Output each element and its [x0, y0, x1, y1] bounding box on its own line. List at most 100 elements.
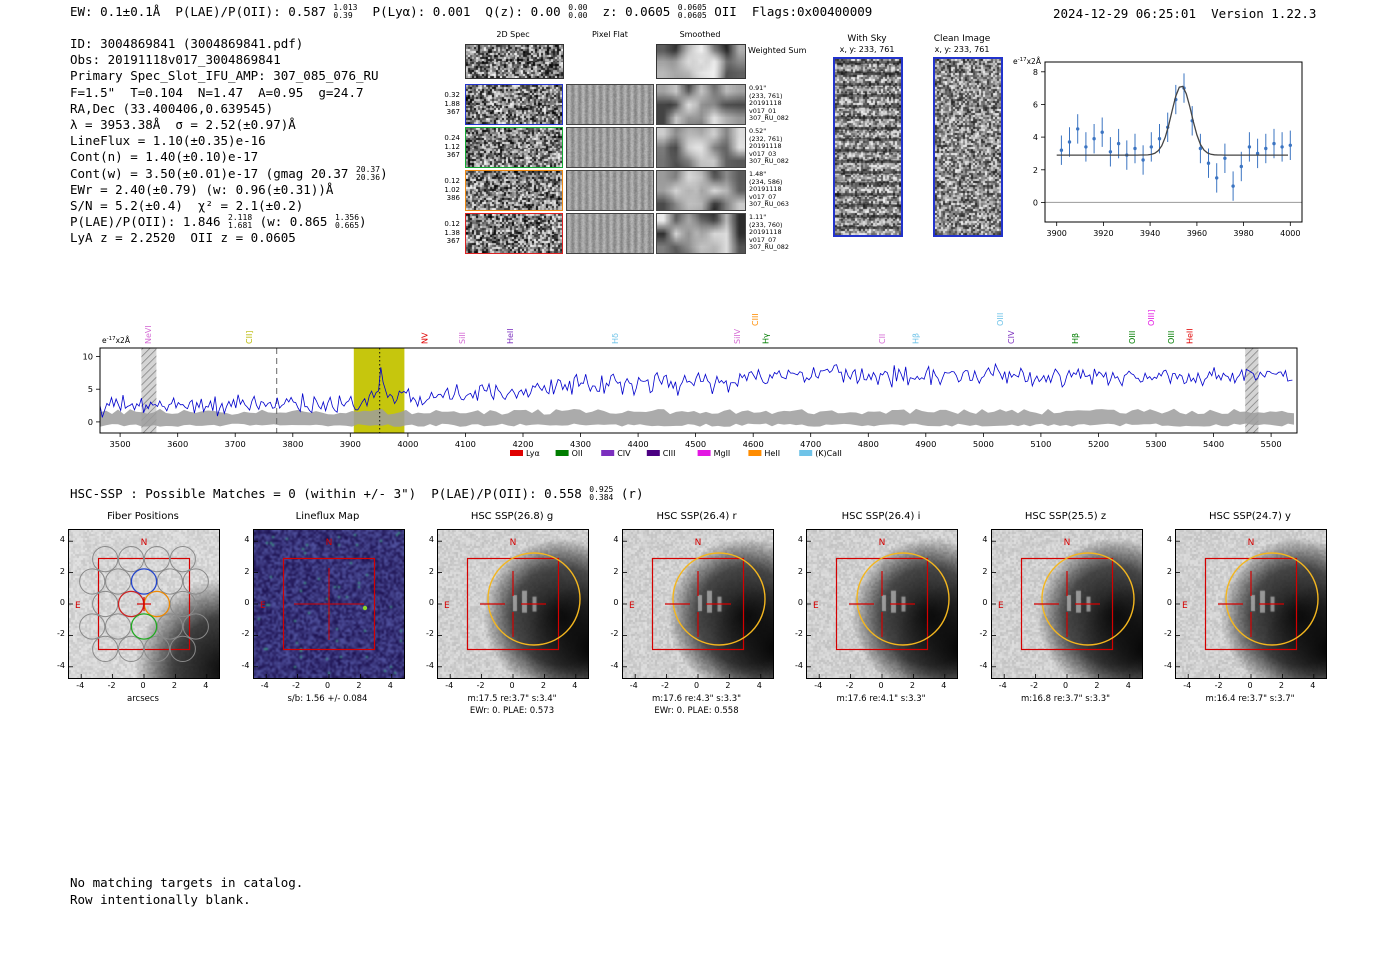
row-left-labels: 0.12 1.38 367 — [430, 220, 460, 246]
cutout-title: HSC SSP(26.8) g — [470, 511, 554, 522]
y-tick-label: 2 — [244, 566, 250, 576]
x-tick-label: -4 — [76, 681, 85, 690]
svg-text:OIII]: OIII] — [1147, 310, 1156, 327]
y-tick-label: -4 — [610, 660, 619, 670]
row-pixelflat-image — [567, 128, 653, 167]
cutout-overlay: NE — [807, 538, 950, 678]
x-tick-label: 2 — [1278, 681, 1284, 690]
y-tick-label: 4 — [428, 535, 434, 545]
text-segment: (w: 0.865 — [252, 214, 335, 230]
y-tick-label: 0 — [797, 598, 803, 607]
cutout-title: Lineflux Map — [295, 511, 360, 522]
row-left-label: 367 — [446, 151, 460, 160]
y-tick-label: -4 — [57, 660, 65, 670]
info-line: P(LAE)/P(OII): 1.846 2.118 1.681 (w: 0.86… — [70, 214, 388, 230]
x-tick-label: 4 — [572, 681, 578, 690]
y-tick-label: 0 — [59, 598, 65, 607]
col-title-smoothed: Smoothed — [679, 30, 721, 39]
svg-text:Hβ: Hβ — [1071, 333, 1080, 344]
svg-text:4100: 4100 — [455, 439, 476, 449]
y-tick-label: 2 — [59, 566, 65, 576]
text-segment: ID: 3004869841 (3004869841.pdf) — [70, 36, 304, 51]
row-left-label: 0.24 — [444, 134, 460, 142]
weighted-2dspec-image-frame — [465, 44, 564, 79]
y-tick-label: -4 — [979, 660, 988, 670]
cutout-panel-hsc-5: HSC SSP(25.5) z N E -4 -4 -2 -2 0 0 2 2 4 4 m:16.8 re… — [969, 505, 1163, 723]
row-right-label: v017_03 — [749, 149, 777, 158]
cutout-panel-lineflux: Lineflux Map N E -4 -4 -2 -2 0 0 2 2 4 4 s/b: 1.56 +/… — [231, 505, 425, 723]
svg-text:4: 4 — [1033, 133, 1038, 142]
row-right-labels: 0.91" (233, 761) 20191118 v017_01 307_RU_082 — [749, 84, 829, 123]
svg-text:4300: 4300 — [570, 439, 591, 449]
row-smoothed-image-frame — [656, 84, 746, 125]
row-pixelflat-image-frame — [566, 170, 654, 211]
x-tick-label: 4 — [1310, 681, 1316, 690]
svg-text:5400: 5400 — [1203, 439, 1224, 449]
cutout-xlabel: arcsecs — [127, 694, 159, 704]
svg-text:CIII: CIII — [751, 313, 760, 326]
stacked-fraction: 1.013 0.39 — [333, 3, 358, 20]
x-tick-label: 4 — [941, 681, 947, 690]
line-fit-plot-container: 3900 3920 3940 3960 3980 4000 0 2 4 6 8 e-17x2Å — [1010, 48, 1330, 243]
row-smoothed-image-frame — [656, 213, 746, 254]
row-left-label: 1.38 — [444, 228, 460, 237]
svg-text:OIII: OIII — [996, 313, 1005, 326]
x-tick-label: 0 — [324, 681, 331, 690]
x-tick-label: 0 — [509, 681, 515, 690]
x-tick-label: -2 — [107, 681, 116, 690]
svg-text:CIV: CIV — [617, 449, 631, 458]
row-2dspec-image — [466, 171, 562, 210]
row-smoothed-image — [657, 214, 745, 253]
weighted-smoothed-image-frame — [656, 44, 746, 79]
svg-text:3980: 3980 — [1233, 229, 1253, 238]
text-segment: Cont(w) = 3.50(±0.01)e-17 (gmag 20.37 — [70, 165, 356, 181]
y-tick-label: -2 — [241, 629, 250, 639]
row-left-label: 367 — [446, 108, 460, 117]
svg-text:10: 10 — [82, 352, 93, 362]
cutout-xlabel: m:17.6 re:4.1" s:3.3" — [836, 694, 926, 704]
row-2dspec-image — [466, 128, 562, 167]
catalog-matches-line: HSC-SSP : Possible Matches = 0 (within +… — [70, 486, 643, 502]
y-tick-label: -2 — [610, 629, 619, 639]
y-tick-label: 0 — [613, 598, 619, 607]
cutout-overlay: NE — [438, 538, 581, 678]
row-right-label: (232, 761) — [749, 134, 783, 143]
row-right-label: 307_RU_082 — [749, 114, 789, 122]
sky-panel-title: With Sky — [847, 34, 887, 44]
y-tick-label: -2 — [426, 629, 434, 639]
x-tick-label: 4 — [387, 681, 393, 690]
footer-notes: No matching targets in catalog. Row inte… — [70, 875, 303, 908]
cutout-overlay: NE — [69, 538, 209, 678]
footer-note-2: Row intentionally blank. — [70, 891, 251, 907]
row-left-label: 1.12 — [444, 142, 460, 151]
report-version: Version 1.22.3 — [1211, 6, 1317, 21]
text-segment: ) — [380, 165, 388, 181]
cutout-overlay: NE — [991, 538, 1135, 678]
x-tick-label: 2 — [540, 681, 546, 690]
x-tick-label: 0 — [878, 681, 884, 690]
y-tick-label: -2 — [795, 629, 803, 639]
cutout-xlabel: m:17.6 re:4.3" s:3.3" — [651, 694, 742, 704]
info-line: EWr = 2.40(±0.79) (w: 0.96(±0.31))Å — [70, 182, 388, 198]
row-2dspec-image-frame — [465, 84, 563, 125]
svg-text:NV: NV — [421, 332, 430, 344]
svg-text:4000: 4000 — [1280, 229, 1300, 238]
y-tick-label: 0 — [428, 598, 434, 607]
row-pixelflat-image-frame — [566, 127, 654, 168]
full-spectrum-plot: 3500 3600 3700 3800 3900 4000 4100 4200 4300 4400… — [82, 310, 1298, 458]
text-segment: P(LAE)/P(OII): 1.846 — [70, 214, 229, 230]
svg-text:HeII: HeII — [764, 449, 780, 458]
stacked-fraction: 0.925 0.384 — [589, 485, 614, 502]
cutout-xlabel: m:17.5 re:3.7" s:3.4" — [467, 694, 557, 704]
y-tick-label: 4 — [59, 535, 65, 545]
svg-text:3900: 3900 — [340, 439, 361, 449]
y-tick-label: 4 — [1166, 535, 1172, 545]
cutout-overlay: NE — [253, 538, 392, 678]
text-segment: LineFlux = 1.10(±0.35)e-16 — [70, 133, 266, 149]
svg-text:3600: 3600 — [167, 439, 188, 449]
svg-text:5200: 5200 — [1088, 439, 1109, 449]
svg-text:N: N — [694, 538, 701, 548]
